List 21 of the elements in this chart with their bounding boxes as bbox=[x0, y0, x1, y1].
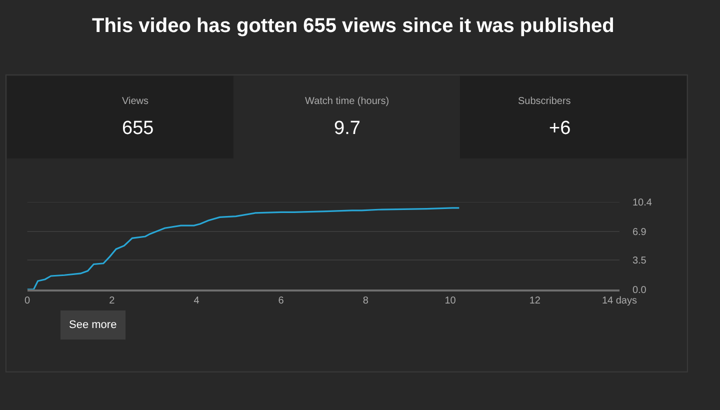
text: Subscribers bbox=[518, 96, 571, 107]
text: Watch time (hours) bbox=[305, 96, 390, 107]
x-tick-label: 12 bbox=[529, 295, 541, 306]
x-tick-label: 4 bbox=[194, 295, 200, 306]
y-tick-label: 10.4 bbox=[632, 198, 652, 209]
text: 9.7 bbox=[334, 118, 360, 139]
text: This video has gotten 655 views since it was published bbox=[92, 15, 614, 37]
text: 655 bbox=[122, 118, 154, 139]
text: Views bbox=[122, 96, 148, 107]
text: +6 bbox=[549, 118, 571, 139]
text: See more bbox=[69, 319, 117, 331]
x-tick-label: 10 bbox=[444, 295, 456, 306]
y-tick-label: 0.0 bbox=[632, 284, 647, 296]
line-series bbox=[27, 207, 460, 290]
y-tick-label: 3.5 bbox=[632, 256, 647, 267]
x-tick-label: 6 bbox=[278, 295, 284, 306]
x-tick-label: 0 bbox=[24, 295, 30, 306]
x-tick-label: 14 days bbox=[602, 295, 637, 306]
x-tick-label: 8 bbox=[362, 295, 369, 306]
x-tick-label: 2 bbox=[109, 295, 116, 306]
y-tick-label: 6.9 bbox=[632, 226, 647, 238]
